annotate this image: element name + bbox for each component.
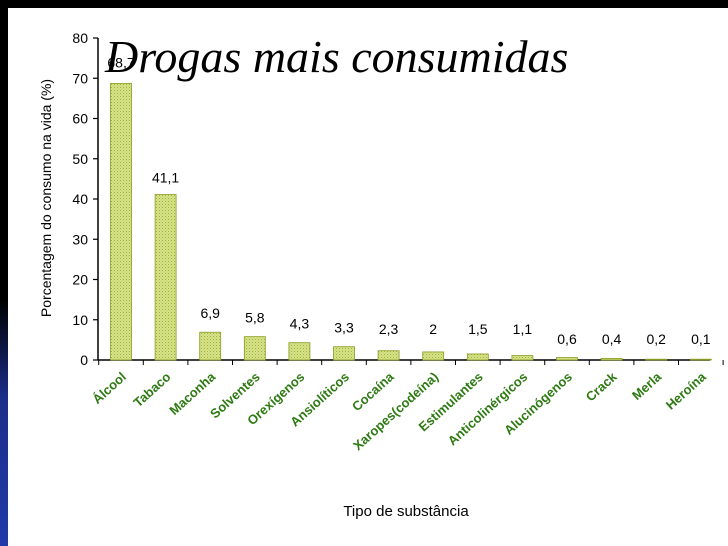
y-tick-label: 50 <box>72 151 88 167</box>
chart-labels: 68,7Álcool41,1Tabaco6,9Maconha5,8Solvent… <box>89 54 710 453</box>
data-label: 5,8 <box>245 310 265 326</box>
data-label: 0,6 <box>557 331 577 347</box>
y-tick-label: 40 <box>72 191 88 207</box>
data-label: 0,4 <box>602 331 622 347</box>
data-label: 2,3 <box>379 321 399 337</box>
y-tick-label: 70 <box>72 70 88 86</box>
x-tick-label: Álcool <box>89 369 129 407</box>
bar <box>288 342 311 361</box>
slide-accent-bar <box>0 300 8 546</box>
slide-title: Drogas mais consumidas <box>105 31 569 82</box>
y-tick-label: 20 <box>72 272 88 288</box>
chart-axes: 0 10 20 30 40 50 60 70 80 <box>72 30 724 368</box>
data-label: 1,5 <box>468 321 488 337</box>
bar <box>243 336 266 361</box>
y-tick-label: 0 <box>80 352 88 368</box>
x-axis-label: Tipo de substância <box>343 503 469 520</box>
x-tick-label: Xaropes(codeína) <box>350 369 441 453</box>
bar <box>110 83 132 361</box>
y-axis-label: Porcentagem do consumo na vida (%) <box>38 79 54 317</box>
data-label: 3,3 <box>334 320 354 336</box>
x-tick-label: Heroína <box>663 369 710 413</box>
data-label: 68,7 <box>107 54 134 70</box>
x-tick-label: Tabaco <box>130 369 173 410</box>
bar <box>645 358 668 361</box>
data-label: 6,9 <box>200 305 220 321</box>
bar <box>689 358 712 361</box>
bar <box>333 346 355 361</box>
bar <box>377 350 400 361</box>
data-label: 1,1 <box>513 321 533 337</box>
data-label: 4,3 <box>290 316 310 332</box>
bar <box>154 194 177 361</box>
bar <box>556 357 578 361</box>
y-tick-label: 60 <box>72 111 88 127</box>
bar <box>199 331 222 361</box>
bar <box>511 355 534 361</box>
bar <box>422 351 445 361</box>
x-tick-label: Merla <box>629 369 665 403</box>
bar <box>600 357 623 361</box>
data-label: 0,1 <box>691 331 711 347</box>
y-tick-label: 10 <box>72 312 88 328</box>
data-label: 41,1 <box>152 170 179 186</box>
x-tick-label: Crack <box>583 369 620 405</box>
y-tick-label: 80 <box>72 30 88 46</box>
x-tick-label: Anticolinérgicos <box>445 369 531 448</box>
data-label: 0,2 <box>646 331 666 347</box>
data-label: 2 <box>429 321 437 337</box>
chart-bars <box>110 83 712 361</box>
bar <box>466 353 489 361</box>
y-tick-label: 30 <box>72 231 88 247</box>
